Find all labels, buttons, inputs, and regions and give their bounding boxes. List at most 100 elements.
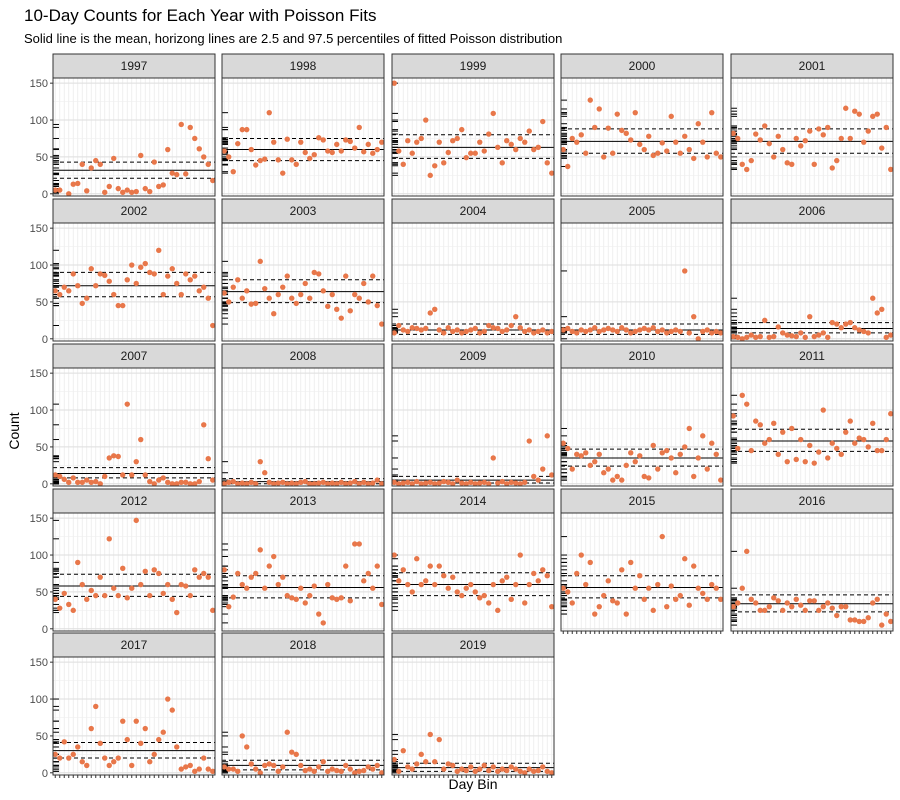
data-point	[343, 563, 349, 569]
data-point	[490, 325, 496, 331]
data-point	[70, 475, 76, 481]
strip-label-2018: 2018	[290, 638, 317, 652]
data-point	[88, 165, 94, 171]
panel-2017: 2017 0 50 100 150	[30, 632, 216, 780]
data-point	[257, 547, 263, 553]
data-point	[472, 150, 478, 156]
data-point	[508, 141, 514, 148]
data-point	[673, 139, 679, 145]
data-point	[174, 171, 180, 178]
data-point	[343, 762, 349, 769]
data-point	[780, 607, 786, 614]
data-point	[811, 161, 817, 167]
data-point	[441, 330, 447, 336]
data-point	[628, 330, 634, 336]
data-point	[686, 330, 692, 336]
data-point	[275, 768, 281, 775]
data-point	[396, 148, 402, 154]
strip-2000	[560, 53, 724, 79]
data-point	[450, 762, 456, 769]
data-point	[138, 436, 144, 443]
data-point	[436, 563, 442, 569]
strip-label-2002: 2002	[121, 204, 148, 218]
data-point	[284, 136, 290, 142]
data-point	[239, 126, 245, 133]
data-point	[472, 481, 478, 487]
data-point	[230, 284, 236, 290]
data-point	[495, 144, 501, 151]
data-point	[748, 596, 754, 602]
data-point	[298, 762, 304, 769]
data-point	[540, 327, 546, 333]
data-point	[704, 327, 710, 333]
data-point	[771, 333, 777, 340]
data-point	[338, 595, 344, 601]
data-point	[753, 418, 759, 424]
data-point	[66, 755, 72, 761]
data-point	[409, 150, 415, 156]
data-point	[481, 592, 487, 599]
data-point	[709, 581, 715, 588]
panel-border	[221, 77, 385, 197]
data-point	[856, 618, 862, 625]
data-point	[730, 413, 736, 419]
data-point	[293, 481, 299, 487]
data-point	[334, 141, 340, 148]
data-point	[165, 696, 171, 702]
data-point	[391, 479, 397, 486]
data-point	[780, 429, 786, 435]
data-point	[695, 455, 701, 461]
data-point	[619, 567, 625, 573]
data-point	[124, 277, 130, 283]
data-point	[142, 472, 148, 478]
data-point	[120, 189, 126, 196]
strip-label-2004: 2004	[460, 204, 487, 218]
data-point	[432, 759, 438, 765]
data-point	[307, 481, 313, 487]
panel-1997: 1997 0 50 100 150	[30, 53, 216, 201]
data-point	[400, 327, 406, 333]
data-point	[762, 607, 768, 614]
data-point	[133, 517, 139, 524]
data-point	[459, 330, 465, 336]
data-point	[57, 605, 63, 611]
data-point	[302, 280, 308, 287]
data-point	[495, 768, 501, 775]
gridlines	[222, 368, 384, 486]
data-point	[187, 277, 193, 283]
data-point	[230, 478, 236, 485]
data-point	[691, 313, 697, 320]
chart-subtitle: Solid line is the mean, horizong lines a…	[24, 31, 563, 46]
data-point	[504, 481, 510, 487]
y-tick-label: 0	[42, 624, 48, 636]
data-point	[396, 578, 402, 584]
data-point	[677, 451, 683, 457]
data-point	[196, 146, 202, 152]
data-point	[320, 479, 326, 486]
data-point	[329, 766, 335, 772]
data-point	[221, 290, 227, 296]
data-point	[124, 595, 130, 601]
data-point	[196, 574, 202, 580]
data-point	[650, 442, 656, 449]
data-point	[664, 447, 670, 454]
data-point	[84, 762, 90, 769]
data-point	[870, 420, 876, 427]
data-point	[793, 596, 799, 602]
data-point	[210, 177, 216, 184]
gridlines	[53, 223, 215, 341]
data-point	[459, 592, 465, 599]
data-point	[596, 328, 602, 335]
data-point	[499, 766, 505, 772]
panel-border	[391, 656, 555, 776]
data-point	[468, 479, 474, 486]
data-point	[664, 603, 670, 610]
data-point	[879, 447, 885, 454]
data-point	[605, 466, 611, 472]
data-point	[450, 481, 456, 487]
data-point	[540, 764, 546, 770]
data-point	[352, 145, 358, 151]
panel-2010: 2010	[560, 343, 724, 487]
data-point	[691, 563, 697, 569]
data-point	[592, 325, 598, 331]
